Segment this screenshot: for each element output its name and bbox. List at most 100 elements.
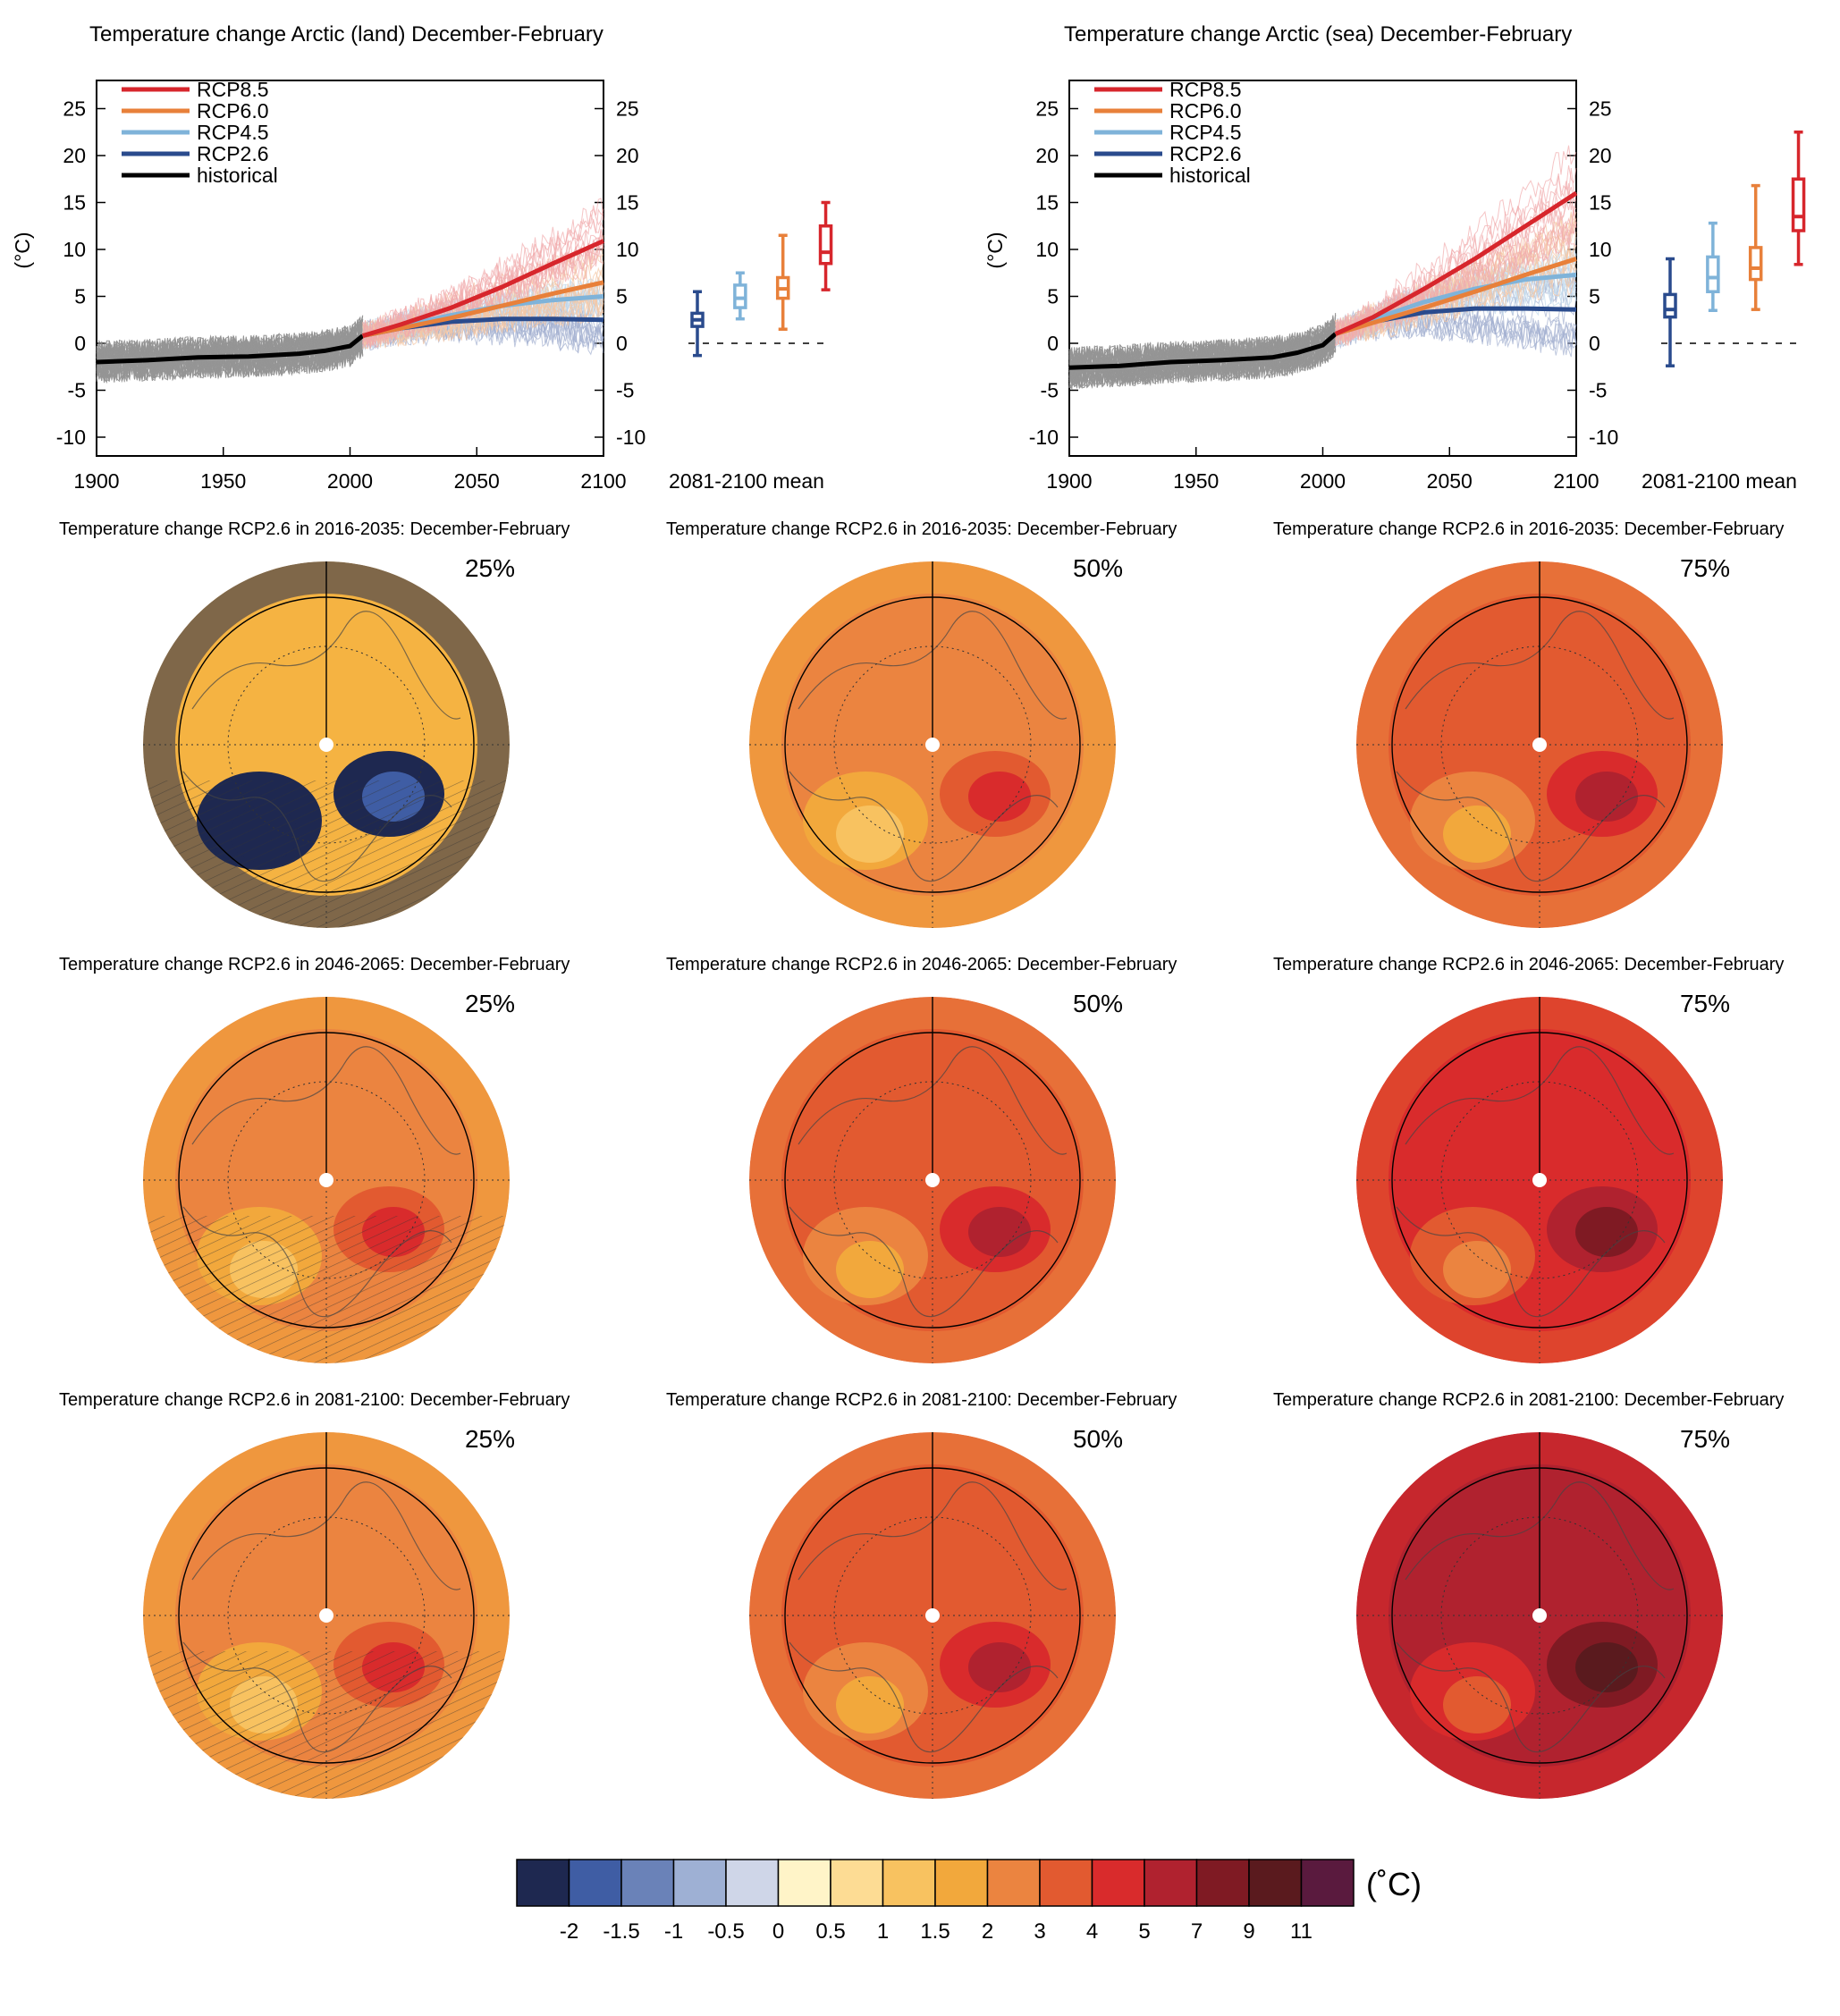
- north-pole-marker: [319, 1173, 333, 1187]
- y-tick-label: -10: [1029, 426, 1059, 449]
- series-line-rcp8.5: [361, 239, 605, 338]
- y-axis-label: (°C): [983, 232, 1007, 268]
- boxplot-label: 2081-2100 mean: [669, 469, 824, 493]
- y-tick-label: 15: [1589, 191, 1612, 215]
- map-coastline: [182, 771, 452, 882]
- map-coastline: [1405, 1481, 1675, 1590]
- map-percentile: 75%: [1680, 990, 1730, 1017]
- y-tick-label: 0: [1589, 332, 1600, 355]
- colorbar-tick-label: -1: [664, 1919, 683, 1944]
- map-warm-core: [968, 1642, 1031, 1692]
- map-field: [143, 561, 510, 928]
- y-tick-label: 25: [616, 97, 639, 121]
- x-tick-label: 1950: [200, 469, 246, 493]
- north-pole-marker: [319, 738, 333, 752]
- box-rcp4.5: [1706, 255, 1720, 293]
- map-coastline: [798, 611, 1068, 720]
- series-line-rcp8.5: [1334, 190, 1578, 336]
- box-rcp2.6: [1663, 292, 1677, 319]
- ensemble-line-rcp8.5: [1335, 145, 1577, 340]
- boxplot-panel: 2081-2100 mean: [669, 200, 833, 493]
- colorbar-tick-label: 3: [1034, 1919, 1045, 1944]
- y-tick-label: 20: [1035, 144, 1059, 167]
- map-title: Temperature change RCP2.6 in 2016-2035: …: [59, 519, 570, 539]
- colorbar-tick-label: 11: [1290, 1919, 1312, 1944]
- y-tick-label: 5: [74, 285, 86, 308]
- box-rcp6.0: [1748, 246, 1763, 282]
- y-tick-label: 0: [616, 332, 628, 355]
- y-tick-label: -10: [1589, 426, 1618, 449]
- colorbar-swatch: [725, 1859, 780, 1907]
- map-percentile: 25%: [465, 990, 515, 1017]
- map-panel: Temperature change RCP2.6 in 2046-2065: …: [59, 955, 570, 1363]
- map-title: Temperature change RCP2.6 in 2016-2035: …: [1273, 519, 1784, 539]
- map-cool-core: [1443, 1241, 1511, 1298]
- map-percentile: 50%: [1073, 990, 1123, 1017]
- map-coastline: [191, 1481, 461, 1590]
- map-panel: Temperature change RCP2.6 in 2016-2035: …: [666, 519, 1177, 928]
- panel-title: Temperature change Arctic (land) Decembe…: [89, 22, 603, 46]
- colorbar-tick-label: 0: [772, 1919, 784, 1944]
- y-tick-label: 10: [1589, 238, 1612, 261]
- colorbar-swatch: [672, 1859, 727, 1907]
- y-tick-label: 25: [1589, 97, 1612, 121]
- colorbar-tick-label: 5: [1138, 1919, 1150, 1944]
- x-tick-label: 2000: [327, 469, 373, 493]
- map-percentile: 50%: [1073, 554, 1123, 582]
- x-tick-label: 2000: [1300, 469, 1346, 493]
- y-tick-label: 15: [1035, 191, 1059, 215]
- colorbar-tick-label: -1.5: [603, 1919, 639, 1944]
- y-tick-label: 5: [1589, 285, 1600, 308]
- y-tick-label: 20: [63, 144, 86, 167]
- ensemble-line-historical: [96, 325, 364, 379]
- sea-timeseries-panel: Temperature change Arctic (sea) December…: [983, 22, 1806, 493]
- y-tick-label: 10: [616, 238, 639, 261]
- north-pole-marker: [319, 1608, 333, 1623]
- x-tick-label: 1900: [1046, 469, 1092, 493]
- legend-label: RCP8.5: [1169, 78, 1242, 101]
- series-line-historical: [1068, 332, 1338, 370]
- ensemble-members: [1068, 145, 1577, 390]
- colorbar-tick-label: 4: [1086, 1919, 1098, 1944]
- map-percentile: 50%: [1073, 1425, 1123, 1453]
- series-line-rcp6.0: [362, 280, 604, 339]
- series-line-historical: [96, 333, 365, 365]
- map-hatching: [143, 1651, 510, 1799]
- colorbar-swatch: [882, 1859, 936, 1907]
- colorbar-swatch: [1248, 1859, 1303, 1907]
- x-tick-label: 1900: [73, 469, 119, 493]
- map-title: Temperature change RCP2.6 in 2081-2100: …: [1273, 1390, 1784, 1410]
- y-tick-label: 25: [63, 97, 86, 121]
- map-coastline: [182, 1206, 452, 1318]
- y-tick-label: 10: [1035, 238, 1059, 261]
- series-line-rcp6.0: [1334, 257, 1577, 336]
- y-tick-label: 5: [616, 285, 628, 308]
- map-title: Temperature change RCP2.6 in 2081-2100: …: [59, 1390, 570, 1410]
- map-title: Temperature change RCP2.6 in 2046-2065: …: [59, 955, 570, 974]
- y-tick-label: 0: [1047, 332, 1059, 355]
- colorbar-tick-label: 1.5: [920, 1919, 950, 1944]
- map-title: Temperature change RCP2.6 in 2016-2035: …: [666, 519, 1177, 539]
- colorbar-swatch: [1195, 1859, 1250, 1907]
- north-pole-marker: [1532, 738, 1547, 752]
- y-tick-label: -5: [1041, 379, 1059, 402]
- map-warm-core: [1575, 1207, 1638, 1257]
- box-rcp4.5: [733, 283, 747, 309]
- ensemble-line-historical: [96, 319, 364, 381]
- map-cool-core: [836, 806, 904, 863]
- legend-label: historical: [1169, 164, 1251, 187]
- map-panel: Temperature change RCP2.6 in 2081-2100: …: [666, 1390, 1177, 1799]
- colorbar-swatch: [1039, 1859, 1093, 1907]
- map-coastline: [798, 1481, 1068, 1590]
- map-coastline: [789, 1641, 1059, 1753]
- map-panel: Temperature change RCP2.6 in 2046-2065: …: [1273, 955, 1784, 1363]
- legend-label: historical: [197, 164, 278, 187]
- map-cool-core: [1443, 1676, 1511, 1733]
- colorbar-tick-label: -0.5: [707, 1919, 744, 1944]
- boxplot-panel: 2081-2100 mean: [1642, 131, 1806, 493]
- colorbar-tick-label: 1: [877, 1919, 889, 1944]
- y-tick-label: -5: [68, 379, 86, 402]
